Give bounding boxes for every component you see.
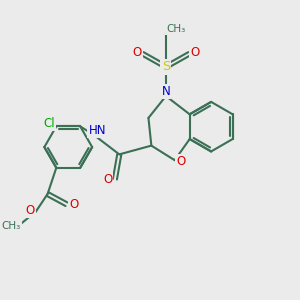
Text: O: O xyxy=(103,173,112,186)
Text: O: O xyxy=(132,46,141,59)
Text: HN: HN xyxy=(89,124,106,137)
Text: N: N xyxy=(162,85,170,98)
Text: CH₃: CH₃ xyxy=(167,24,186,34)
Text: S: S xyxy=(162,60,170,74)
Text: O: O xyxy=(26,204,35,217)
Text: O: O xyxy=(176,155,186,168)
Text: O: O xyxy=(69,198,78,211)
Text: CH₃: CH₃ xyxy=(2,221,21,231)
Text: O: O xyxy=(190,46,200,59)
Text: Cl: Cl xyxy=(43,117,55,130)
